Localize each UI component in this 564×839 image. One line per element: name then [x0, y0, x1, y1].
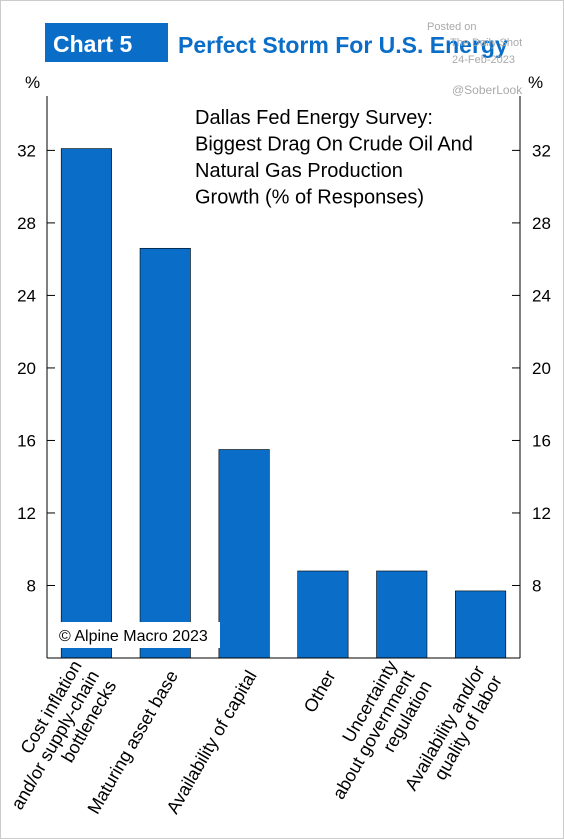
bar — [218, 449, 270, 659]
chart-label: Chart 5 — [53, 31, 132, 57]
bar — [455, 590, 507, 659]
watermark-text: 24-Feb-2023 — [452, 54, 515, 66]
y2-unit: % — [528, 73, 543, 92]
y-tick-label: 8 — [27, 576, 36, 595]
annotation: Growth (% of Responses) — [195, 187, 424, 209]
y-tick-label: 16 — [17, 431, 36, 450]
y2-tick-label: 24 — [532, 286, 551, 305]
annotation: Biggest Drag On Crude Oil And — [195, 134, 473, 156]
watermark-text: @SoberLook — [452, 83, 523, 97]
bar — [376, 570, 428, 659]
y-tick-label: 12 — [17, 504, 36, 523]
annotation: Dallas Fed Energy Survey: — [195, 107, 433, 129]
y2-tick-label: 28 — [532, 214, 551, 233]
y-tick-label: 20 — [17, 359, 36, 378]
annotation: Natural Gas Production — [195, 160, 403, 182]
y2-tick-label: 32 — [532, 141, 551, 160]
bar — [60, 148, 112, 659]
y2-tick-label: 12 — [532, 504, 551, 523]
chart-label-box — [45, 23, 168, 62]
y2-tick-label: 16 — [532, 431, 551, 450]
y-unit: % — [25, 73, 40, 92]
y-tick-label: 24 — [17, 286, 36, 305]
y2-tick-label: 8 — [532, 576, 541, 595]
chart-title: Perfect Storm For U.S. Energy — [178, 32, 508, 58]
watermark: Posted on The Daily Shot 24-Feb-2023 @So… — [427, 21, 523, 97]
watermark-text: The Daily Shot — [450, 37, 522, 49]
y2-tick-label: 20 — [532, 359, 551, 378]
y-tick-label: 32 — [17, 141, 36, 160]
copyright-box — [56, 622, 220, 648]
copyright: © Alpine Macro 2023 — [59, 628, 208, 645]
bar — [139, 247, 191, 659]
watermark-text: Posted on — [427, 21, 477, 33]
bar — [297, 570, 349, 659]
y-tick-label: 28 — [17, 214, 36, 233]
